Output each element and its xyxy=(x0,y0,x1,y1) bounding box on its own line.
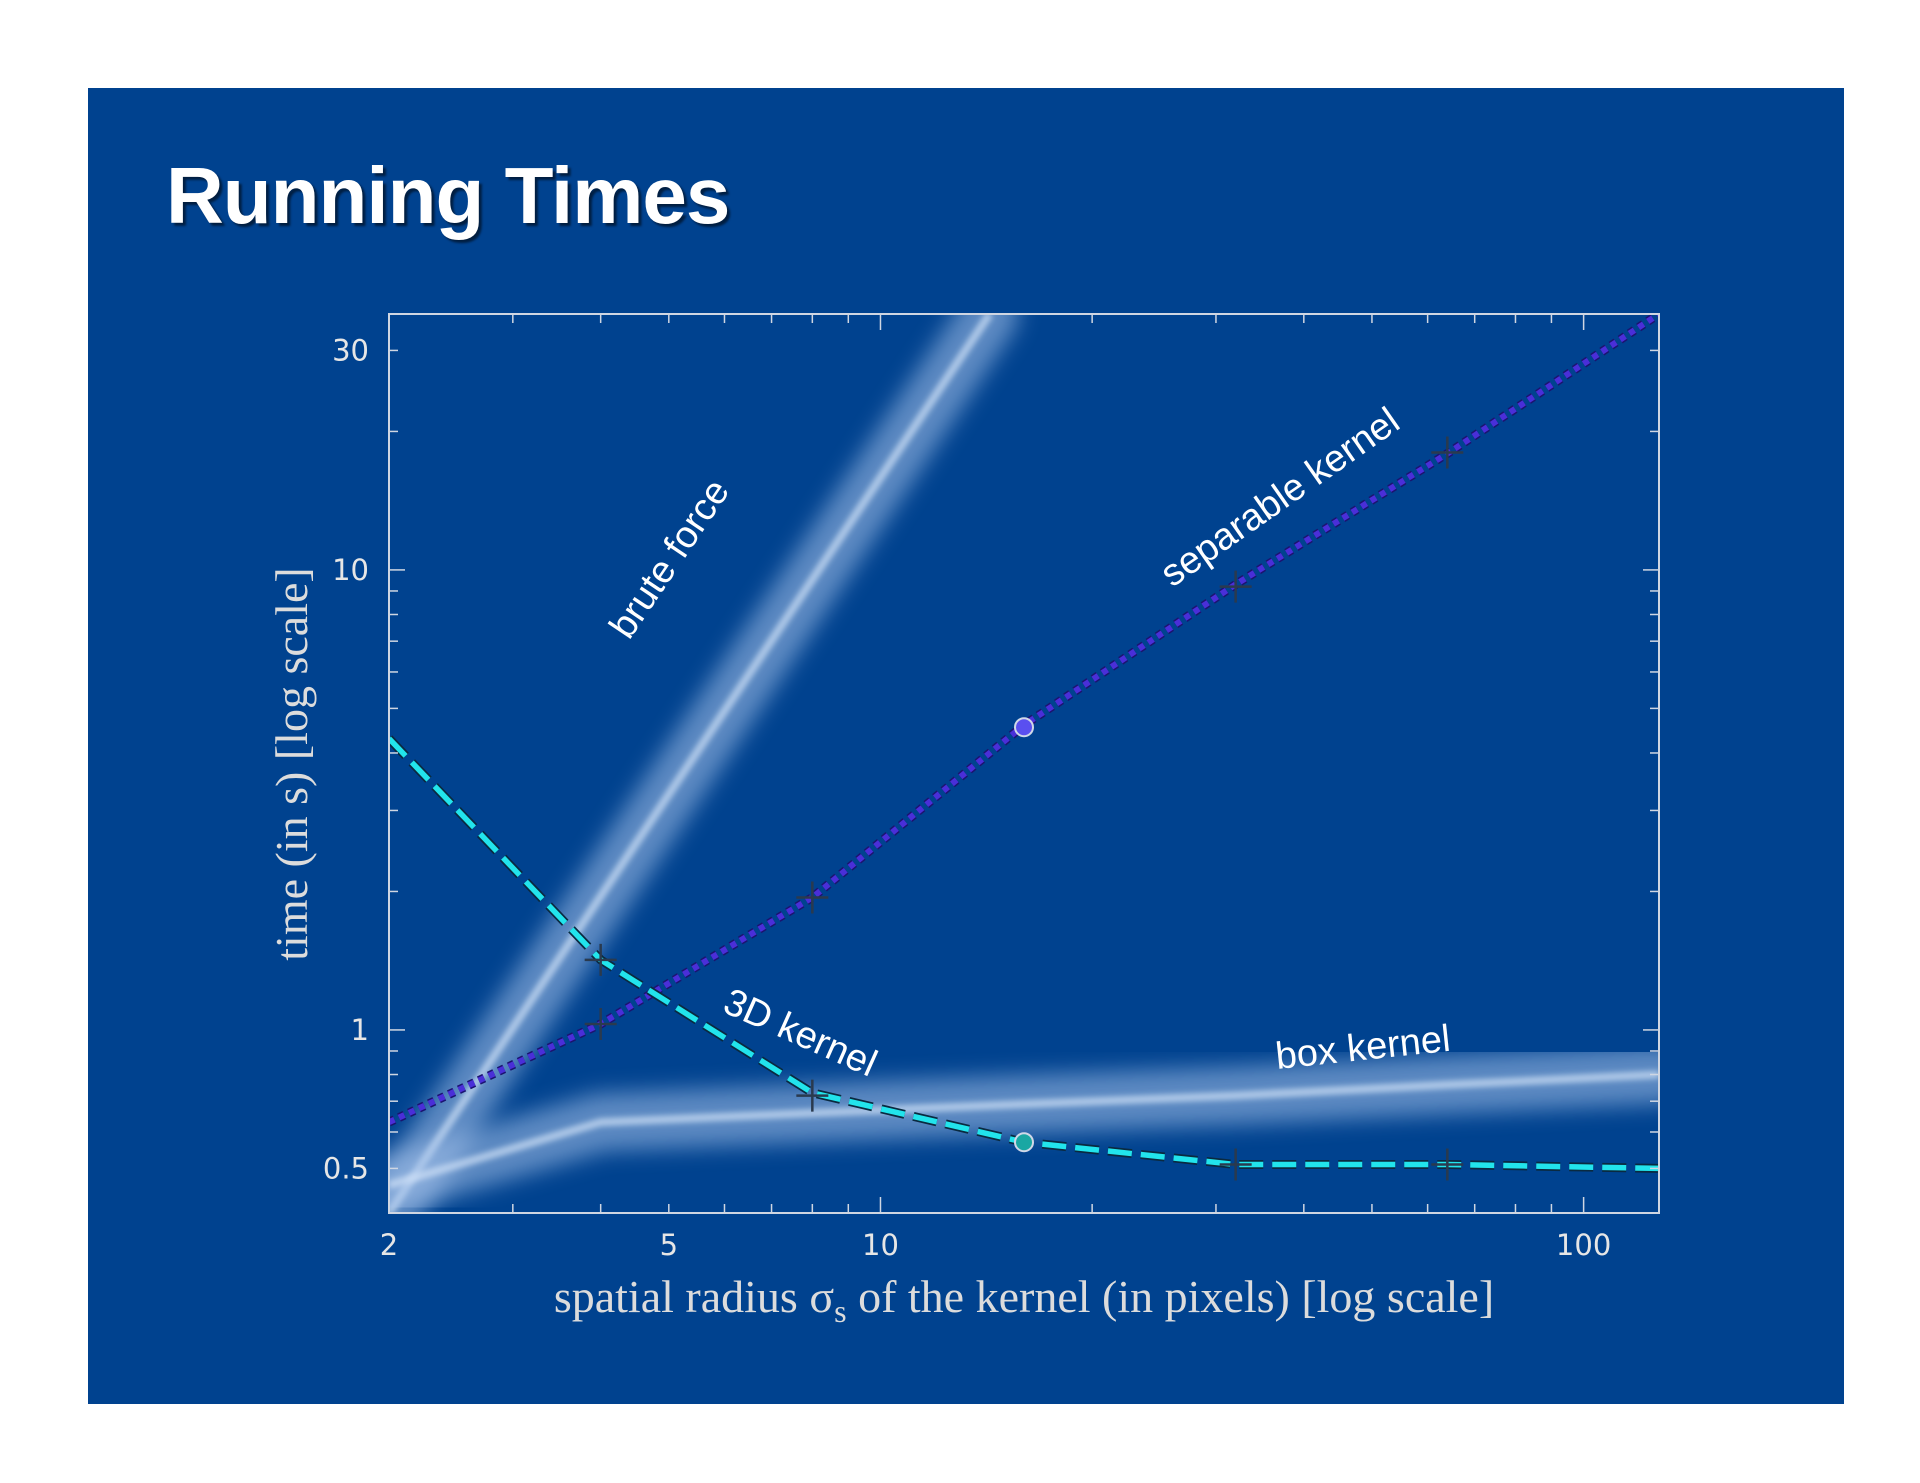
x-axis-label: spatial radius σs of the kernel (in pixe… xyxy=(554,1271,1494,1329)
plot-frame xyxy=(388,313,1660,1214)
3d-kernel-marker-4 xyxy=(1431,1148,1464,1181)
slide-title: Running Times xyxy=(166,151,730,240)
brute-force-band-core xyxy=(389,314,994,1213)
x-tick-label-100: 100 xyxy=(1556,1228,1611,1262)
3d-kernel-marker-3 xyxy=(1219,1148,1252,1181)
y-axis-label: time (in s) [log scale] xyxy=(266,567,317,960)
separable-kernel-marker-0 xyxy=(584,1008,617,1041)
separable-kernel-marker-4 xyxy=(1431,436,1464,469)
box-kernel-band-core xyxy=(389,1070,1659,1189)
3d-kernel-marker-2 xyxy=(1014,1132,1034,1153)
y-tick-label-10: 10 xyxy=(332,553,369,587)
separable-kernel-marker-1 xyxy=(796,881,829,914)
3d-kernel-marker-0 xyxy=(584,943,617,976)
separable-kernel-marker-3 xyxy=(1219,570,1252,603)
x-tick-label-10: 10 xyxy=(862,1228,899,1262)
separable-kernel-marker-2 xyxy=(1014,717,1034,738)
y-tick-label-30: 30 xyxy=(332,333,369,367)
y-tick-label-1: 1 xyxy=(351,1013,369,1047)
x-tick-label-5: 5 xyxy=(660,1228,678,1262)
3d-kernel-marker-1 xyxy=(796,1079,829,1112)
y-tick-label-0-5: 0.5 xyxy=(323,1151,369,1185)
x-tick-label-2: 2 xyxy=(380,1228,398,1262)
